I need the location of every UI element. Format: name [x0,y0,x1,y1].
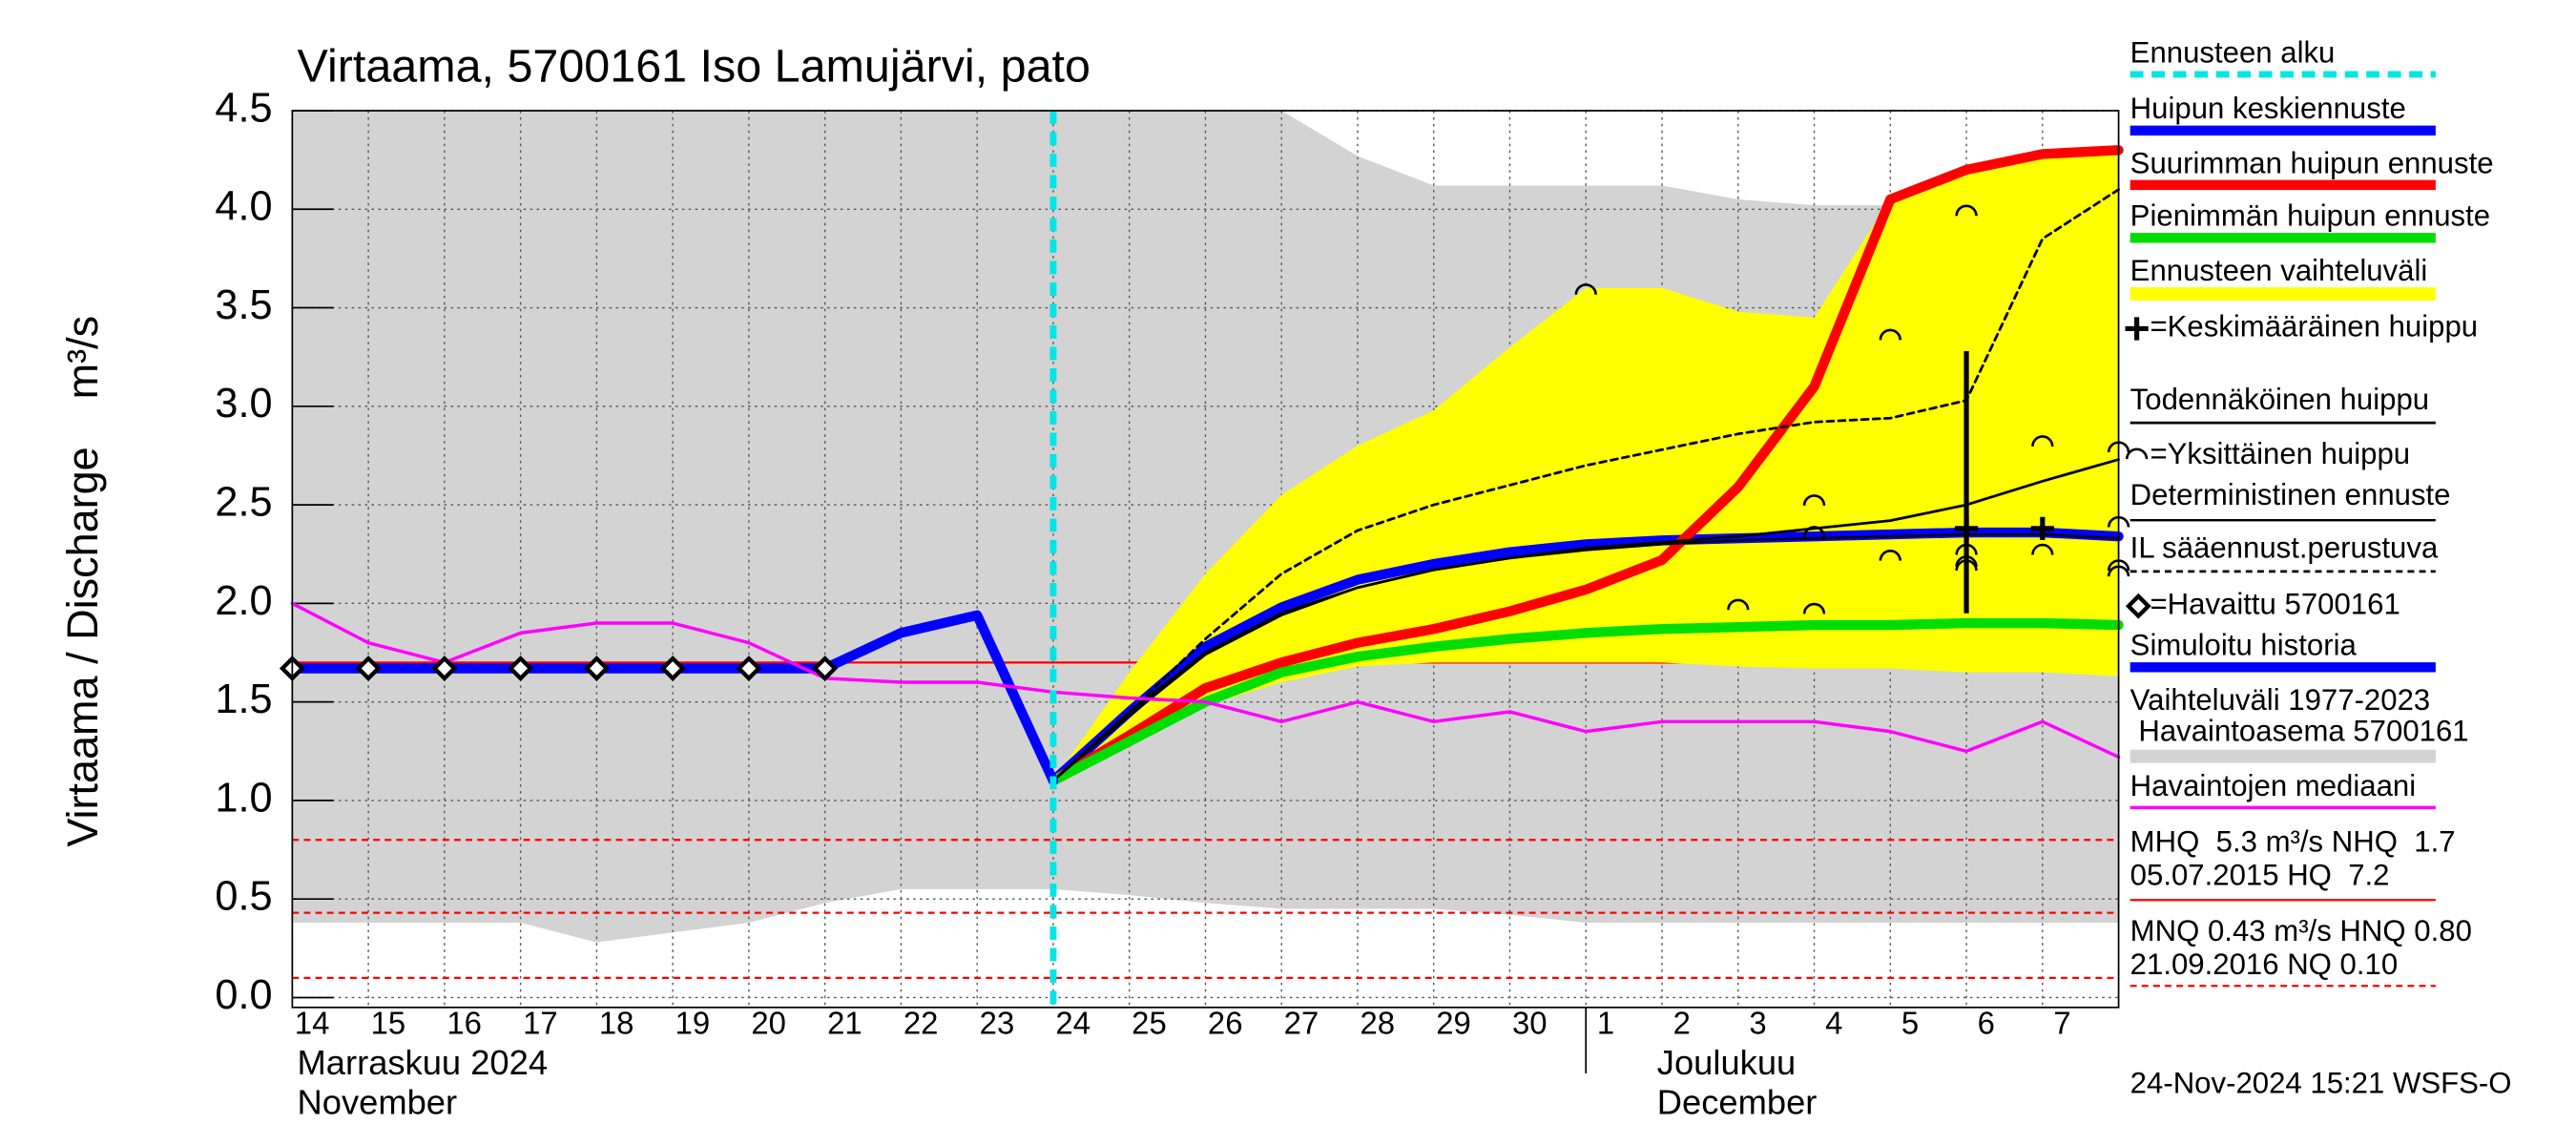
stats-text: MNQ 0.43 m³/s HNQ 0.80 [2130,914,2472,947]
single-peak [1955,543,1978,555]
single-peak [1955,559,1978,572]
series-line [1051,188,2120,782]
mean-peak [2030,516,2054,540]
x-tick-label: 24 [1055,1006,1091,1041]
y-tick-label: 3.5 [215,282,272,328]
y-tick-label: 0.0 [215,972,272,1018]
x-tick-label: 5 [1901,1006,1919,1041]
y-tick-label: 4.5 [215,85,272,131]
single-peak [1802,526,1826,537]
legend-label: =Havaittu 5700161 [2150,587,2399,620]
stats-text: MHQ 5.3 m³/s NHQ 1.7 [2130,825,2456,859]
legend-label: Ennusteen vaihteluväli [2130,254,2428,287]
y-tick-label: 3.0 [215,381,272,427]
x-tick-label: 21 [827,1006,862,1041]
stats-text: 21.09.2016 NQ 0.10 [2130,947,2398,981]
x-tick-label: 23 [980,1006,1015,1041]
x-tick-label: 19 [675,1006,711,1041]
x-tick-label: 20 [751,1006,786,1041]
grid-layer [292,110,2119,1008]
single-peak [1727,598,1750,611]
legend-label: Vaihteluväli 1977-2023 [2130,683,2431,717]
y-tick-label: 0.5 [215,874,272,920]
x-tick-label: 4 [1825,1006,1842,1041]
legend-label: Ennusteen alku [2130,35,2336,69]
series-line [1048,145,2124,786]
x-tick-label: 16 [447,1006,482,1041]
legend-label: =Keskimääräinen huippu [2150,310,2478,344]
x-tick-label: 3 [1749,1006,1766,1041]
legend-label: Huipun keskiennuste [2130,92,2406,125]
x-tick-label: 15 [371,1006,406,1041]
plot-area [279,110,2130,1009]
x-tick-label: 7 [2053,1006,2070,1041]
observed-point [431,656,458,681]
legend-label: Suurimman huipun ennuste [2130,146,2494,179]
observed-point [355,656,382,681]
series-line [1048,527,2124,786]
x-tick-label: 18 [599,1006,634,1041]
mean-peak [1954,516,1979,540]
legend-label: Havaintoasema 5700161 [2130,715,2469,748]
x-tick-label: 25 [1132,1006,1167,1041]
x-tick-label: 1 [1597,1006,1614,1041]
legend-label: Simuloitu historia [2130,629,2358,662]
x-tick-label: 14 [295,1006,330,1041]
y-axis-label: Virtaama / Discharge m³/s [58,316,107,847]
x-tick-label: 26 [1208,1006,1243,1041]
single-peak [1955,204,1978,217]
y-tick-label: 2.5 [215,480,272,526]
x-tick-label: 29 [1436,1006,1471,1041]
single-peak [1955,555,1978,567]
single-peak [2031,435,2054,447]
plot-frame [291,110,2120,1009]
month-label: November [298,1083,458,1122]
legend-label: =Yksittäinen huippu [2150,437,2410,470]
observed-point [812,656,839,681]
legend-swatch [2125,317,2149,341]
x-tick-label: 22 [904,1006,939,1041]
single-peak [1802,494,1826,506]
month-label: December [1657,1083,1818,1122]
x-tick-label: 27 [1284,1006,1319,1041]
month-label: Marraskuu 2024 [298,1043,549,1082]
stats-text: 05.07.2015 HQ 7.2 [2130,858,2390,891]
observed-point [508,656,534,681]
x-tick-label: 17 [523,1006,558,1041]
observed-point [583,656,610,681]
y-tick-label: 1.0 [215,775,272,821]
single-peak [1879,550,1901,561]
marks-layer [279,110,2130,1008]
legend-swatch [2125,448,2149,460]
legend-swatch [2125,593,2151,619]
legend-label: Havaintojen mediaani [2130,769,2417,802]
y-tick-label: 2.0 [215,578,272,624]
legend-label: Pienimmän huipun ennuste [2130,199,2490,233]
single-peak [1879,328,1901,341]
legend-label: Deterministinen ennuste [2130,478,2451,511]
x-tick-label: 28 [1360,1006,1395,1041]
single-peak [2031,543,2054,555]
legend-label: IL sääennust.perustuva [2130,531,2439,565]
observed-point [736,656,762,681]
single-peak [1802,602,1826,614]
legend-label: Todennäköinen huippu [2130,383,2429,416]
observed-point [659,656,686,681]
single-peak [1574,283,1597,295]
x-tick-label: 6 [1978,1006,1995,1041]
y-tick-label: 1.5 [215,677,272,722]
series-line [1048,617,2124,786]
series-line [290,601,2121,760]
chart-title: Virtaama, 5700161 Iso Lamujärvi, pato [298,41,1091,93]
x-tick-label: 30 [1512,1006,1548,1041]
x-tick-label: 2 [1673,1006,1691,1041]
series-line [1051,458,2120,782]
y-tick-label: 4.0 [215,184,272,230]
series-line [1051,532,2120,782]
footer: 24-Nov-2024 15:21 WSFS-O [2130,1066,2512,1099]
month-label: Joulukuu [1657,1043,1796,1082]
